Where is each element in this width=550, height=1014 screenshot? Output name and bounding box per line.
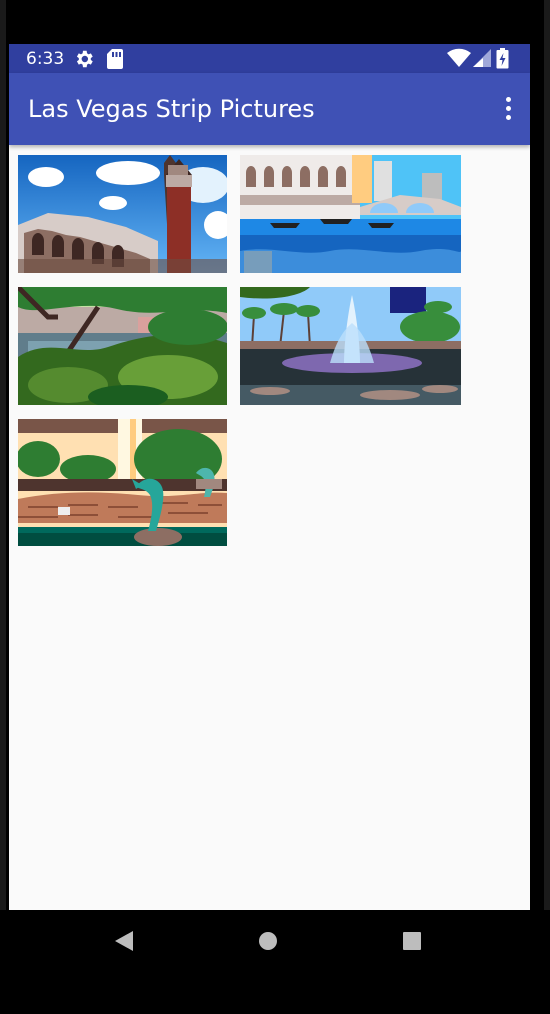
gallery-photo-fountain[interactable]	[240, 287, 461, 405]
device-frame-right	[544, 0, 550, 1014]
wifi-icon	[447, 48, 471, 67]
gallery-photo-lagoon[interactable]	[18, 287, 227, 405]
gear-icon	[76, 50, 93, 68]
status-bar: 6:33	[9, 44, 530, 73]
cell-signal-icon	[473, 49, 491, 67]
navigation-bar	[0, 910, 550, 1014]
device-frame-left	[0, 0, 6, 1014]
home-icon[interactable]	[258, 931, 278, 951]
gallery-photo-dolphin[interactable]	[18, 419, 227, 546]
sd-card-icon	[107, 49, 123, 69]
gallery-photo-canal[interactable]	[240, 155, 461, 273]
app-bar: Las Vegas Strip Pictures	[9, 73, 530, 145]
back-icon[interactable]	[113, 930, 135, 952]
battery-icon	[496, 48, 509, 69]
more-vert-icon[interactable]	[502, 97, 514, 123]
status-time: 6:33	[26, 49, 65, 69]
recents-icon[interactable]	[402, 931, 422, 951]
app-screen: 6:33 Las Vegas Strip Pictures	[9, 44, 530, 910]
gallery-photo-campanile[interactable]	[18, 155, 227, 273]
app-title: Las Vegas Strip Pictures	[28, 95, 315, 123]
